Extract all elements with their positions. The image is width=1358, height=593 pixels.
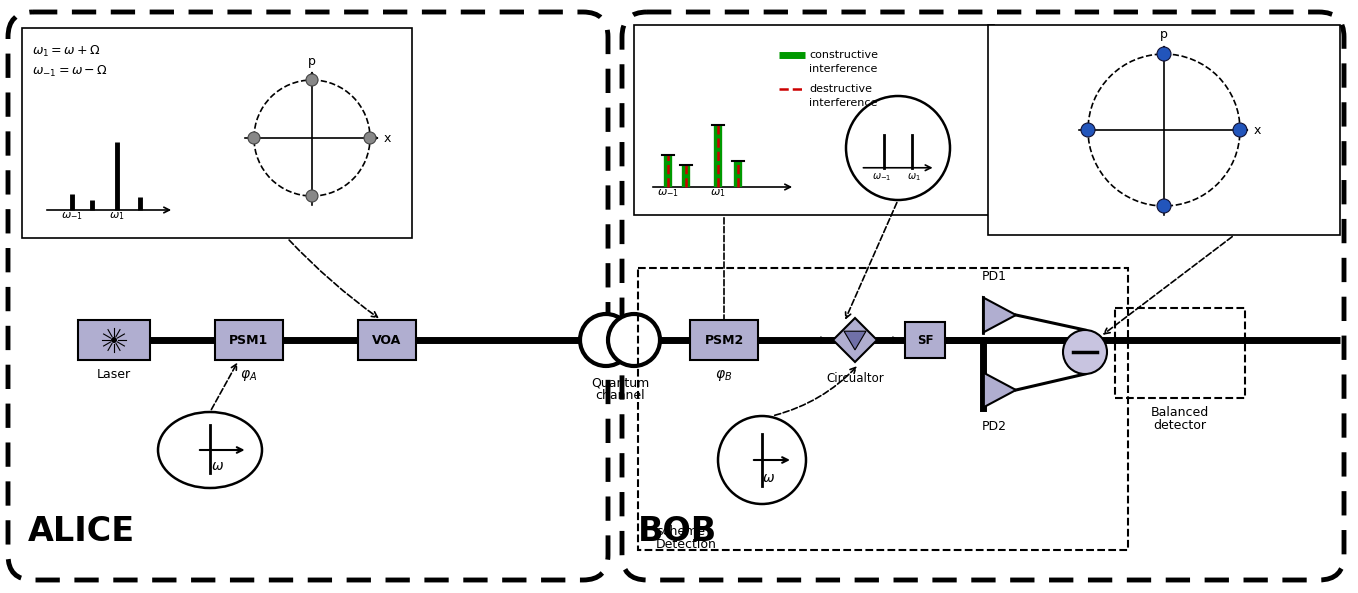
FancyBboxPatch shape bbox=[622, 12, 1344, 580]
Text: $\omega_{-1}$: $\omega_{-1}$ bbox=[657, 187, 679, 199]
Text: $\omega$: $\omega$ bbox=[212, 460, 224, 473]
Circle shape bbox=[249, 132, 259, 144]
Text: Circualtor: Circualtor bbox=[826, 372, 884, 385]
Circle shape bbox=[718, 416, 807, 504]
Circle shape bbox=[306, 190, 318, 202]
Text: ALICE: ALICE bbox=[29, 515, 136, 548]
Polygon shape bbox=[832, 318, 877, 362]
Bar bbox=[634, 25, 994, 215]
Circle shape bbox=[1157, 199, 1171, 213]
Bar bbox=[690, 320, 758, 360]
Text: p: p bbox=[1160, 28, 1168, 41]
Text: p: p bbox=[308, 55, 316, 68]
Text: constructive: constructive bbox=[809, 50, 879, 60]
Text: VOA: VOA bbox=[372, 333, 402, 346]
Circle shape bbox=[580, 314, 631, 366]
Text: interference: interference bbox=[809, 64, 877, 74]
Text: $\omega_{-1}=\omega-\Omega$: $\omega_{-1}=\omega-\Omega$ bbox=[33, 64, 109, 79]
Circle shape bbox=[1233, 123, 1247, 137]
Circle shape bbox=[364, 132, 376, 144]
Text: interference: interference bbox=[809, 98, 877, 108]
Bar bbox=[359, 320, 416, 360]
Text: $\varphi_A$: $\varphi_A$ bbox=[240, 368, 258, 383]
FancyBboxPatch shape bbox=[8, 12, 608, 580]
Text: x: x bbox=[1253, 123, 1262, 136]
Text: BOB: BOB bbox=[638, 515, 717, 548]
Text: PD1: PD1 bbox=[982, 270, 1006, 283]
Text: $\omega_{-1}$: $\omega_{-1}$ bbox=[61, 210, 83, 222]
Circle shape bbox=[111, 337, 117, 343]
Text: Detection: Detection bbox=[656, 538, 717, 551]
Polygon shape bbox=[845, 331, 866, 350]
Text: Balanced: Balanced bbox=[1150, 406, 1209, 419]
Bar bbox=[989, 25, 1340, 235]
Text: channel: channel bbox=[595, 389, 645, 402]
Text: Laser: Laser bbox=[96, 368, 132, 381]
Polygon shape bbox=[983, 298, 1016, 333]
Text: detector: detector bbox=[1153, 419, 1206, 432]
Text: Quantum: Quantum bbox=[591, 376, 649, 389]
Text: $\omega_1=\omega+\Omega$: $\omega_1=\omega+\Omega$ bbox=[33, 44, 100, 59]
Circle shape bbox=[1081, 123, 1095, 137]
Bar bbox=[1115, 308, 1245, 398]
Circle shape bbox=[306, 74, 318, 86]
Bar bbox=[77, 320, 149, 360]
Circle shape bbox=[1157, 47, 1171, 61]
Text: x: x bbox=[384, 132, 391, 145]
Text: destructive: destructive bbox=[809, 84, 872, 94]
Ellipse shape bbox=[158, 412, 262, 488]
Circle shape bbox=[846, 96, 951, 200]
Text: scheme: scheme bbox=[656, 525, 705, 538]
Text: $\omega_1$: $\omega_1$ bbox=[907, 171, 921, 183]
Text: $\varphi_B$: $\varphi_B$ bbox=[716, 368, 732, 383]
Text: $\omega_1$: $\omega_1$ bbox=[710, 187, 725, 199]
Bar bbox=[215, 320, 282, 360]
Circle shape bbox=[1063, 330, 1107, 374]
Polygon shape bbox=[983, 372, 1016, 407]
Bar bbox=[904, 322, 945, 358]
Text: PSM2: PSM2 bbox=[705, 333, 744, 346]
Bar bbox=[638, 268, 1128, 550]
Text: SF: SF bbox=[917, 333, 933, 346]
Text: $\omega_{-1}$: $\omega_{-1}$ bbox=[872, 171, 892, 183]
Bar bbox=[22, 28, 411, 238]
Circle shape bbox=[608, 314, 660, 366]
Text: PSM1: PSM1 bbox=[230, 333, 269, 346]
Text: $\omega_1$: $\omega_1$ bbox=[109, 210, 125, 222]
Text: $\omega$: $\omega$ bbox=[762, 471, 775, 485]
Text: PD2: PD2 bbox=[982, 420, 1006, 433]
